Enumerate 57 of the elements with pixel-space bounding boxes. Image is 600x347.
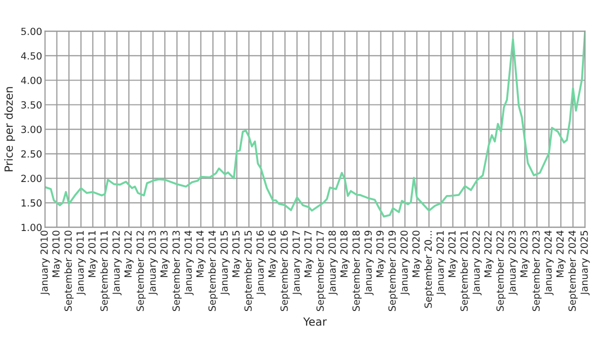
x-tick-label: May 2014 <box>196 230 206 278</box>
y-tick-label: 1.00 <box>22 224 42 232</box>
x-tick-label: September 2013 <box>172 230 182 311</box>
x-tick-label: January 2013 <box>148 230 158 296</box>
x-tick-label: May 2022 <box>484 231 494 278</box>
x-tick-label: January 2010 <box>40 230 50 296</box>
x-tick-label: September 2011 <box>100 230 110 311</box>
x-tick-label: January 2022 <box>472 231 482 296</box>
x-axis-title: Year <box>303 318 327 326</box>
x-tick-label: September 2014 <box>208 230 218 311</box>
y-axis-title: Price per dozen <box>4 87 16 172</box>
x-tick-label: September 2023 <box>532 230 542 311</box>
x-tick-label: May 2021 <box>448 230 458 278</box>
x-tick-label: May 2019 <box>376 230 386 278</box>
y-tick-label: 5.00 <box>21 28 42 36</box>
y-tick-label: 3.00 <box>21 126 42 134</box>
x-tick-label: May 2018 <box>340 230 350 278</box>
x-tick-label: January 2025 <box>580 230 590 296</box>
x-tick-label: May 2015 <box>232 230 242 278</box>
x-tick-label: January 2011 <box>76 230 86 296</box>
x-tick-label: January 2019 <box>364 230 374 296</box>
x-tick-label: September 2010 <box>64 230 74 311</box>
y-tick-label: 4.00 <box>21 76 42 84</box>
x-tick-label: May 2016 <box>268 230 278 278</box>
y-tick-label: 2.00 <box>21 174 42 182</box>
x-tick-label: September 2012 <box>136 231 146 311</box>
x-tick-label: May 2023 <box>520 230 530 278</box>
x-tick-label: January 2014 <box>184 230 194 296</box>
x-tick-label: May 2013 <box>160 230 170 278</box>
x-tick-label: September 2015 <box>244 230 254 311</box>
x-tick-label: September 2021 <box>460 230 470 311</box>
x-tick-label: September 2019 <box>388 230 398 311</box>
y-tick-label: 2.50 <box>21 150 42 158</box>
x-tick-label: January 2017 <box>292 230 302 296</box>
x-tick-label: January 2020 <box>400 230 410 296</box>
x-tick-label: May 2017 <box>304 230 314 278</box>
x-tick-label: May 2011 <box>88 230 98 278</box>
x-tick-label: January 2012 <box>112 231 122 296</box>
x-tick-label: September 2024 <box>568 230 578 311</box>
x-tick-label: May 2020 <box>412 230 422 278</box>
x-tick-label: May 2024 <box>556 230 566 278</box>
y-tick-label: 3.50 <box>21 101 42 109</box>
y-tick-label: 4.50 <box>21 52 42 60</box>
x-tick-label: January 2023 <box>508 230 518 296</box>
x-tick-label: September 2016 <box>280 230 290 311</box>
x-tick-label: September 2017 <box>316 230 326 311</box>
x-tick-label: January 2024 <box>544 230 554 296</box>
x-tick-label: January 2021 <box>436 230 446 296</box>
x-tick-label: January 2015 <box>220 230 230 296</box>
x-tick-label: January 2018 <box>328 230 338 296</box>
x-tick-label: May 2012 <box>124 231 134 278</box>
x-tick-label: September 20... <box>424 231 434 308</box>
x-tick-label: January 2016 <box>256 230 266 296</box>
x-tick-label: September 2022 <box>496 231 506 311</box>
x-tick-label: September 2018 <box>352 230 362 311</box>
x-tick-label: May 2010 <box>52 230 62 278</box>
y-tick-label: 1.50 <box>22 199 42 207</box>
